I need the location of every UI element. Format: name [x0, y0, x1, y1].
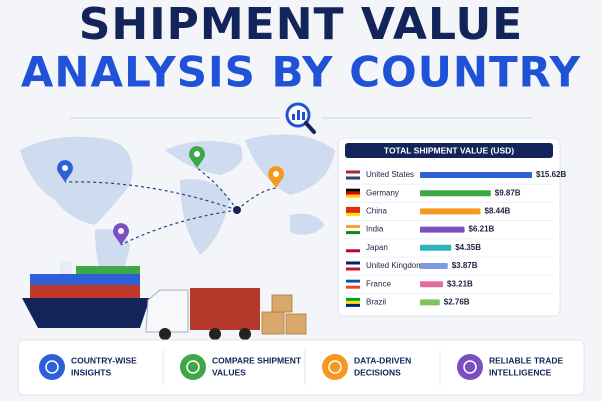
flag [346, 212, 360, 216]
routes [64, 167, 277, 246]
feature-icon [39, 354, 65, 380]
category-label: Germany [366, 188, 399, 197]
feature-icon [328, 360, 342, 374]
feature-text: INSIGHTS [71, 367, 111, 377]
chart-title: TOTAL SHIPMENT VALUE (USD) [384, 145, 514, 155]
feature-text: INTELLIGENCE [489, 367, 552, 377]
flag [346, 225, 360, 229]
category-label: India [366, 225, 384, 234]
search-icon [70, 102, 532, 134]
features-panel [17, 339, 585, 396]
title-line: SHIPMENT VALUE [79, 0, 524, 50]
feature-text: COMPARE SHIPMENT [212, 355, 302, 365]
category-label: Japan [366, 243, 388, 252]
flag [346, 176, 360, 180]
bar [420, 226, 465, 233]
value-label: $3.87B [452, 261, 478, 270]
feature-text: RELIABLE TRADE [489, 355, 563, 365]
flag [346, 264, 360, 268]
flag [346, 249, 360, 253]
flag [346, 173, 360, 177]
value-label: $4.35B [455, 243, 481, 252]
feature-text: DECISIONS [354, 367, 401, 377]
ship [22, 262, 150, 328]
bar [420, 208, 481, 215]
feature-icon [45, 360, 59, 374]
value-label: $2.76B [444, 298, 470, 307]
flag [346, 285, 360, 289]
flag [346, 209, 360, 213]
flag [346, 188, 360, 192]
flag [346, 231, 360, 235]
feature-text: DATA-DRIVEN [354, 355, 411, 365]
bar [420, 190, 491, 197]
boxes [261, 294, 307, 335]
value-label: $15.62B [536, 170, 566, 179]
flag [346, 191, 360, 195]
category-label: United States [366, 170, 414, 179]
feature-icon [180, 354, 206, 380]
flag [346, 279, 360, 283]
map-pins [57, 146, 284, 245]
feature-icon [463, 360, 477, 374]
feature-icon [186, 360, 200, 374]
flag [346, 206, 360, 210]
flag [346, 246, 360, 250]
feature-text: VALUES [212, 367, 246, 377]
flag [346, 300, 360, 304]
category-label: United Kingdom [366, 261, 423, 270]
feature-icon [322, 354, 348, 380]
bar [420, 281, 444, 288]
flag [346, 303, 360, 307]
flag [346, 297, 360, 301]
chart-header [345, 143, 553, 158]
flag [346, 282, 360, 286]
flag [346, 243, 360, 247]
feature-text: COUNTRY-WISE [71, 355, 137, 365]
bar [420, 263, 448, 269]
feature-icon [457, 354, 483, 380]
value-label: $8.44B [485, 207, 511, 216]
title-line: ANALYSIS BY COUNTRY [21, 48, 581, 97]
category-label: China [366, 207, 387, 216]
hub [233, 206, 241, 214]
value-label: $6.21B [469, 225, 495, 234]
value-label: $9.87B [495, 188, 521, 197]
flag [346, 170, 360, 174]
flag [346, 261, 360, 265]
truck [145, 288, 260, 340]
value-label: $3.21B [447, 279, 473, 288]
bar [420, 172, 532, 178]
flag [346, 267, 360, 271]
category-label: France [366, 279, 391, 288]
bar [420, 299, 440, 306]
category-label: Brazil [366, 298, 386, 307]
flag [346, 194, 360, 198]
flag [346, 228, 360, 232]
bar [420, 244, 452, 251]
